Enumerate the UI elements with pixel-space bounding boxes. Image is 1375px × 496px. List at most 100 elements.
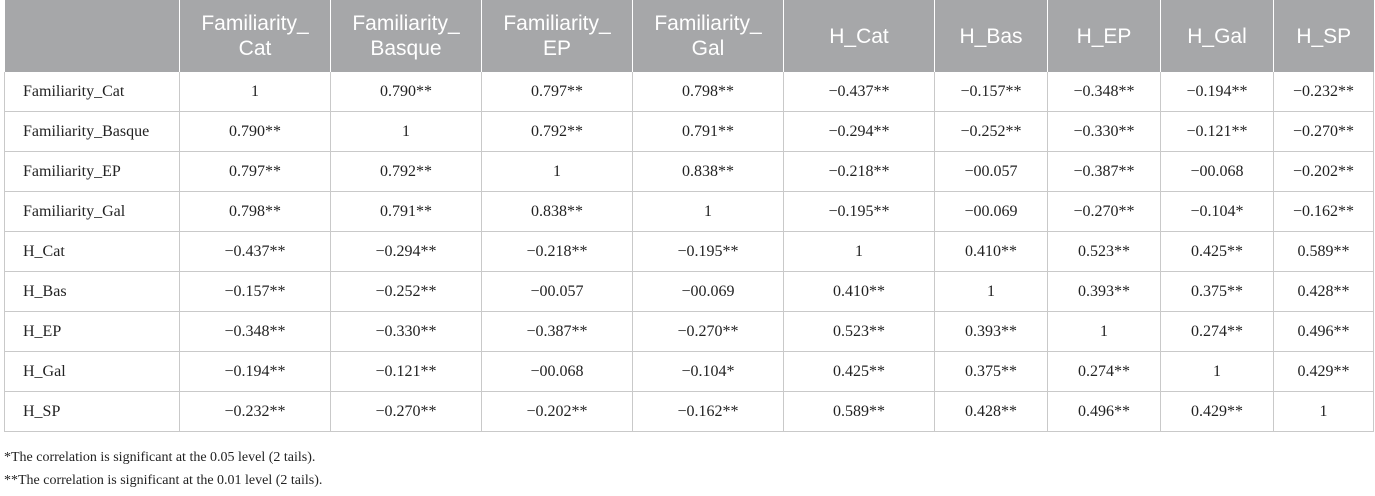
table-cell: 1 [632, 191, 784, 232]
table-cell: 0.425** [1160, 231, 1274, 272]
table-cell: −0.294** [783, 111, 935, 152]
footnotes: *The correlation is significant at the 0… [4, 446, 322, 492]
table-cell: −00.068 [1160, 151, 1274, 192]
table-cell: −0.348** [179, 311, 331, 352]
table-cell: 0.798** [179, 191, 331, 232]
table-cell: 0.797** [481, 72, 633, 112]
row-label: H_Cat [4, 231, 180, 272]
table-row: Familiarity_Gal 0.798** 0.791** 0.838** 1 −0.… [4, 191, 1374, 232]
table-cell: 1 [1273, 391, 1374, 432]
table-cell: −0.162** [1273, 191, 1374, 232]
table-cell: 0.523** [783, 311, 935, 352]
table-cell: 1 [1160, 351, 1274, 392]
table-cell: −0.202** [481, 391, 633, 432]
table-cell: 0.393** [1047, 271, 1161, 312]
table-cell: −0.270** [330, 391, 482, 432]
column-header-line: Familiarity_ [352, 12, 460, 35]
table-cell: −0.270** [1273, 111, 1374, 152]
table-row: Familiarity_Cat 1 0.790** 0.797** 0.798** −0.… [4, 72, 1374, 112]
column-header: Familiarity_ Cat [179, 0, 331, 72]
column-header-line: H_EP [1076, 24, 1132, 48]
row-label: H_EP [4, 311, 180, 352]
table-cell: −00.057 [934, 151, 1048, 192]
table-cell: −0.121** [330, 351, 482, 392]
table-cell: 0.791** [632, 111, 784, 152]
table-cell: −0.294** [330, 231, 482, 272]
table-cell: −0.232** [1273, 72, 1374, 112]
column-header-line: H_Cat [829, 24, 889, 48]
table-cell: −0.194** [1160, 72, 1274, 112]
column-header: H_SP [1273, 0, 1374, 72]
footnote-significance-001: **The correlation is significant at the … [4, 473, 323, 488]
table-cell: 0.798** [632, 72, 784, 112]
table-cell: 0.429** [1160, 391, 1274, 432]
correlation-table: Familiarity_ Cat Familiarity_ Basque Familia… [4, 0, 1374, 432]
table-cell: 0.428** [934, 391, 1048, 432]
column-header-line: EP [542, 37, 571, 60]
table-cell: −00.069 [632, 271, 784, 312]
table-row: H_Gal −0.194** −0.121** −00.068 −0.104* 0.425… [4, 351, 1374, 392]
table-body: Familiarity_Cat 1 0.790** 0.797** 0.798** −0.… [4, 72, 1374, 432]
table-cell: −0.387** [481, 311, 633, 352]
table-row: H_Cat −0.437** −0.294** −0.218** −0.195** 1 0.… [4, 231, 1374, 272]
table-cell: 0.589** [1273, 231, 1374, 272]
table-cell: 0.797** [179, 151, 331, 192]
table-cell: −0.157** [934, 72, 1048, 112]
table-cell: 0.791** [330, 191, 482, 232]
table-cell: 1 [481, 151, 633, 192]
table-cell: −00.057 [481, 271, 633, 312]
table-cell: 1 [330, 111, 482, 152]
row-label: H_SP [4, 391, 180, 432]
table-cell: −0.348** [1047, 72, 1161, 112]
column-header: H_Cat [783, 0, 935, 72]
table-cell: −0.270** [632, 311, 784, 352]
column-header-line: H_Gal [1187, 24, 1247, 48]
row-label: Familiarity_Cat [4, 72, 180, 112]
table-cell: 0.838** [632, 151, 784, 192]
column-header: H_EP [1047, 0, 1161, 72]
table-cell: 0.274** [1047, 351, 1161, 392]
table-cell: −0.330** [330, 311, 482, 352]
table-row: H_SP −0.232** −0.270** −0.202** −0.162** 0.58… [4, 391, 1374, 432]
table-cell: −0.437** [783, 72, 935, 112]
table-row: Familiarity_Basque 0.790** 1 0.792** 0.791**… [4, 111, 1374, 152]
table-cell: 0.393** [934, 311, 1048, 352]
table-cell: −0.252** [330, 271, 482, 312]
table-cell: 0.790** [179, 111, 331, 152]
table-cell: −0.194** [179, 351, 331, 392]
table-row: Familiarity_EP 0.797** 0.792** 1 0.838** −0.2… [4, 151, 1374, 192]
table-cell: −0.202** [1273, 151, 1374, 192]
column-header-line: H_Bas [959, 24, 1023, 48]
table-cell: −0.195** [783, 191, 935, 232]
column-header: H_Bas [934, 0, 1048, 72]
column-header-line: Gal [691, 37, 725, 60]
table-cell: 0.790** [330, 72, 482, 112]
correlation-table-wrapper: Familiarity_ Cat Familiarity_ Basque Familia… [4, 0, 1374, 432]
table-cell: 0.375** [1160, 271, 1274, 312]
table-cell: −0.252** [934, 111, 1048, 152]
table-cell: 0.496** [1047, 391, 1161, 432]
table-cell: −0.157** [179, 271, 331, 312]
column-header: Familiarity_ EP [481, 0, 633, 72]
table-cell: −0.232** [179, 391, 331, 432]
table-cell: −0.121** [1160, 111, 1274, 152]
table-cell: −0.104* [632, 351, 784, 392]
header-row: Familiarity_ Cat Familiarity_ Basque Familia… [4, 0, 1374, 72]
header-corner-cell [4, 0, 180, 72]
table-cell: 0.375** [934, 351, 1048, 392]
table-cell: 0.428** [1273, 271, 1374, 312]
table-cell: 0.792** [330, 151, 482, 192]
table-cell: 0.410** [783, 271, 935, 312]
table-cell: −0.270** [1047, 191, 1161, 232]
column-header-line: Cat [238, 37, 272, 60]
table-cell: −0.104* [1160, 191, 1274, 232]
table-cell: 0.523** [1047, 231, 1161, 272]
table-cell: −0.218** [783, 151, 935, 192]
column-header-line: Familiarity_ [503, 12, 611, 35]
table-cell: −0.387** [1047, 151, 1161, 192]
table-cell: 0.589** [783, 391, 935, 432]
table-cell: −0.330** [1047, 111, 1161, 152]
row-label: H_Bas [4, 271, 180, 312]
column-header-line: Familiarity_ [201, 12, 309, 35]
table-cell: 1 [179, 72, 331, 112]
